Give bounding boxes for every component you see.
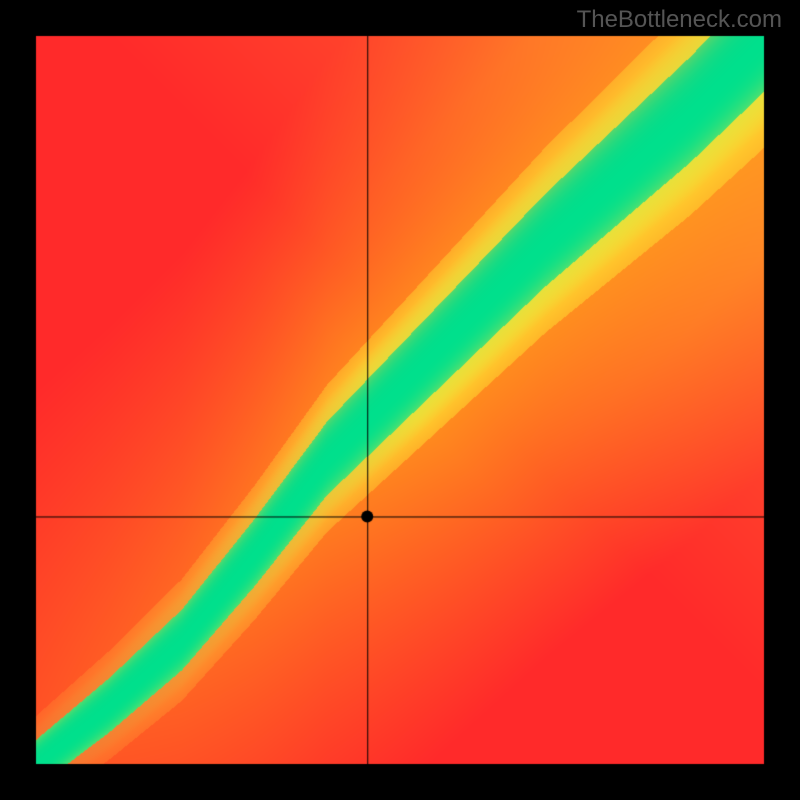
bottleneck-heatmap xyxy=(0,0,800,800)
